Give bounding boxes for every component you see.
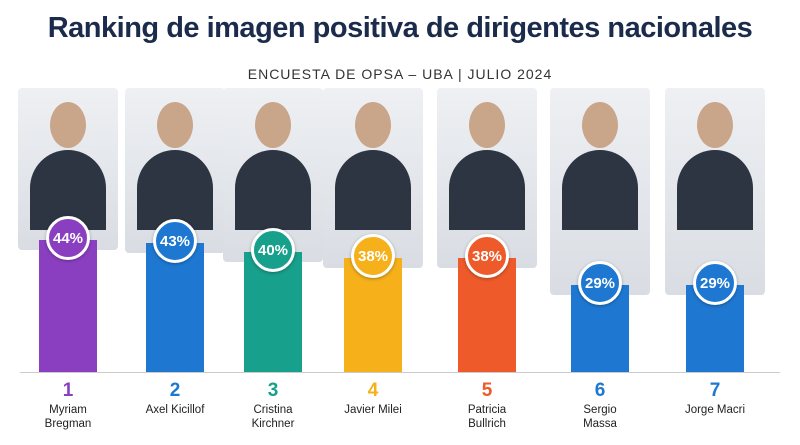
rank-label: 6 xyxy=(594,380,606,401)
x-tick-label: Patricia Bullrich xyxy=(467,404,507,430)
photo xyxy=(437,88,537,268)
photo-shoulders xyxy=(562,150,638,230)
x-tick-label: Javier Milei xyxy=(344,404,402,416)
x-tick-label: Cristina Kirchner xyxy=(251,404,295,430)
value-label: 40% xyxy=(251,228,295,272)
photo-head xyxy=(582,102,618,148)
chart-title: Ranking de imagen positiva de dirigentes… xyxy=(47,12,753,44)
photo-head xyxy=(50,102,86,148)
rank-label: 1 xyxy=(62,380,74,401)
photo-head xyxy=(469,102,505,148)
value-label: 29% xyxy=(693,261,737,305)
x-tick-label: Axel Kicillof xyxy=(145,404,205,416)
photo xyxy=(223,88,323,262)
x-tick-label: Myriam Bregman xyxy=(44,404,92,430)
value-label: 29% xyxy=(578,261,622,305)
photo-shoulders xyxy=(235,150,311,230)
chart-subtitle: ENCUESTA DE OPSA – UBA | JULIO 2024 xyxy=(247,66,553,82)
value-label: 38% xyxy=(351,234,395,278)
baseline xyxy=(20,372,780,373)
photo-head xyxy=(355,102,391,148)
rank-label: 4 xyxy=(367,380,379,401)
photo xyxy=(550,88,650,295)
rank-label: 2 xyxy=(169,380,181,401)
x-tick-label: Jorge Macri xyxy=(684,404,746,416)
rank-label: 7 xyxy=(709,380,721,401)
photo-head xyxy=(697,102,733,148)
rank-label: 5 xyxy=(481,380,493,401)
bar xyxy=(39,240,97,372)
value-label: 44% xyxy=(46,216,90,260)
bar xyxy=(146,243,204,372)
photo-shoulders xyxy=(677,150,753,230)
bar xyxy=(244,252,302,372)
photo-shoulders xyxy=(335,150,411,230)
photo xyxy=(665,88,765,295)
photo-head xyxy=(255,102,291,148)
rank-label: 3 xyxy=(267,380,279,401)
photo-shoulders xyxy=(137,150,213,230)
x-tick-label: Sergio Massa xyxy=(583,404,617,430)
photo-head xyxy=(157,102,193,148)
value-label: 43% xyxy=(153,219,197,263)
photo-shoulders xyxy=(449,150,525,230)
value-label: 38% xyxy=(465,234,509,278)
